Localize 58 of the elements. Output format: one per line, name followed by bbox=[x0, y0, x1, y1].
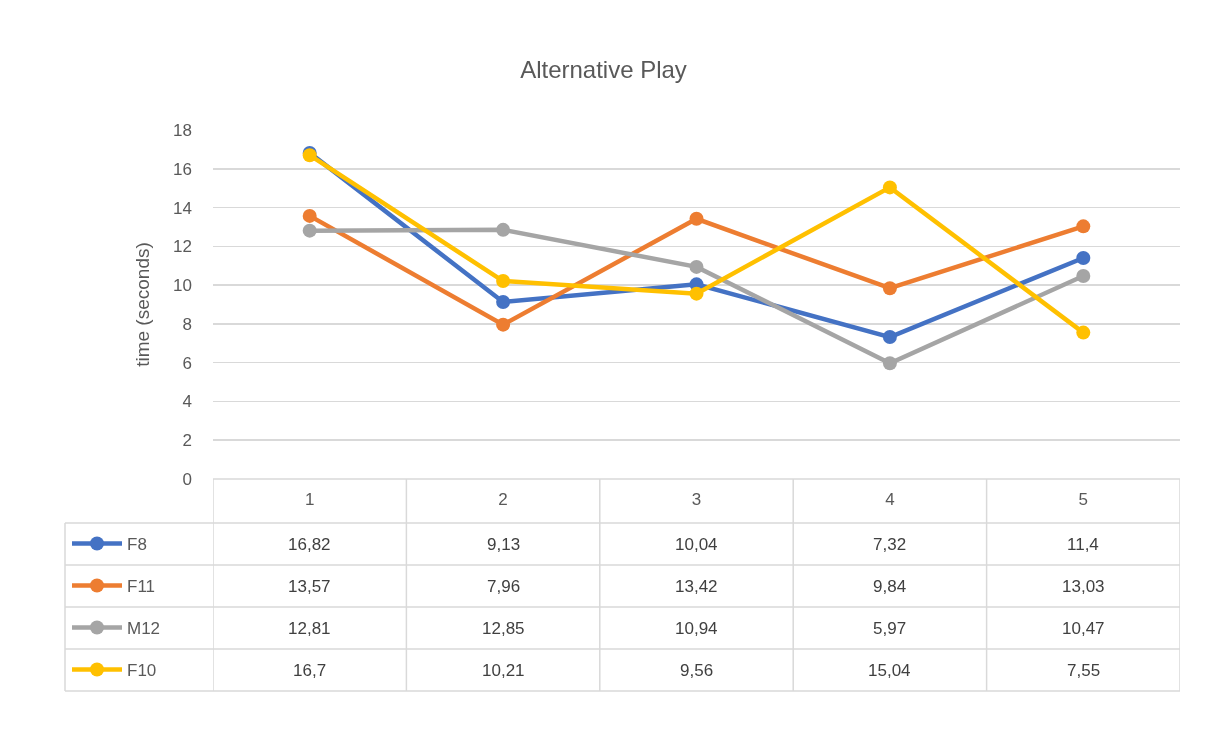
point bbox=[689, 286, 704, 301]
x-tick-label: 4 bbox=[885, 490, 895, 509]
y-tick-label: 6 bbox=[182, 353, 192, 373]
x-tick-label: 3 bbox=[691, 490, 702, 509]
data-label: 9,56 bbox=[680, 661, 714, 680]
data-label: 13,03 bbox=[1062, 577, 1105, 596]
data-label: 10,04 bbox=[675, 535, 718, 554]
data-label: 7,55 bbox=[1067, 661, 1101, 680]
data-label: 10,94 bbox=[675, 619, 718, 638]
point bbox=[882, 180, 897, 195]
data-label: 13,42 bbox=[675, 577, 718, 596]
data-label: 11,4 bbox=[1067, 535, 1099, 554]
data-label: 16,82 bbox=[288, 535, 331, 554]
point bbox=[1076, 250, 1091, 265]
legend-label: F8 bbox=[127, 535, 147, 555]
y-tick-label: 4 bbox=[182, 392, 192, 412]
point bbox=[496, 274, 511, 289]
y-tick-label: 12 bbox=[173, 237, 192, 257]
y-tick-label: 2 bbox=[182, 431, 192, 451]
legend-label: F10 bbox=[127, 661, 157, 681]
data-label: 10,47 bbox=[1062, 619, 1105, 638]
point bbox=[882, 356, 897, 371]
data-label: 10,21 bbox=[482, 661, 525, 680]
data-label: 7,96 bbox=[487, 577, 521, 596]
y-axis-title: time (seconds) bbox=[131, 242, 153, 367]
point bbox=[302, 208, 317, 223]
point bbox=[689, 211, 704, 226]
legend-label: F11 bbox=[127, 577, 156, 597]
data-label: 7,32 bbox=[873, 535, 907, 554]
x-tick-label: 1 bbox=[304, 490, 315, 509]
data-label: 9,84 bbox=[873, 577, 907, 596]
point bbox=[496, 294, 511, 309]
data-label: 12,81 bbox=[288, 619, 331, 638]
point bbox=[1076, 219, 1091, 234]
data-label: 12,85 bbox=[482, 619, 525, 638]
y-tick-label: 10 bbox=[173, 276, 192, 296]
point bbox=[496, 317, 511, 332]
y-tick-label: 14 bbox=[173, 198, 192, 218]
data-label: 13,57 bbox=[288, 577, 331, 596]
y-tick-label: 0 bbox=[182, 469, 192, 489]
x-tick-label: 5 bbox=[1078, 490, 1089, 509]
point bbox=[882, 281, 897, 296]
data-label: 9,13 bbox=[487, 535, 521, 554]
point bbox=[302, 223, 317, 238]
point bbox=[496, 222, 511, 237]
point bbox=[689, 259, 704, 274]
y-tick-label: 16 bbox=[173, 159, 192, 179]
point bbox=[1076, 269, 1091, 283]
chart-title: Alternative Play bbox=[520, 56, 687, 84]
legend-label: M12 bbox=[127, 619, 161, 639]
x-tick-label: 2 bbox=[498, 490, 508, 509]
data-label: 16,7 bbox=[293, 661, 327, 680]
y-tick-label: 18 bbox=[173, 120, 192, 140]
data-label: 5,97 bbox=[873, 619, 907, 638]
point bbox=[1076, 325, 1091, 340]
y-tick-label: 8 bbox=[182, 314, 192, 334]
data-label: 15,04 bbox=[868, 661, 911, 680]
point bbox=[882, 330, 897, 345]
